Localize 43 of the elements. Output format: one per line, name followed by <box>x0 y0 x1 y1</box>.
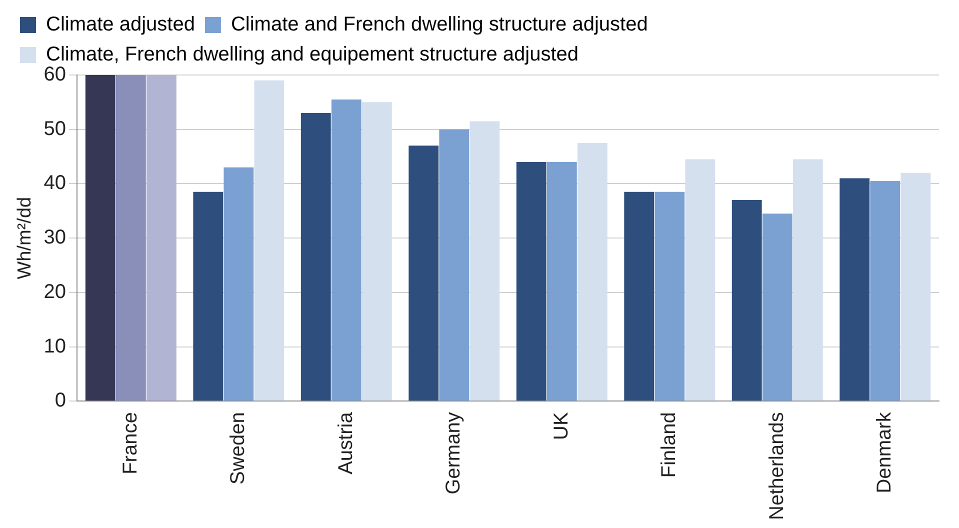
y-tick-label: 30 <box>44 226 66 249</box>
bar <box>732 200 762 401</box>
x-tick-label: Germany <box>442 412 465 494</box>
bar <box>85 75 116 401</box>
bar <box>654 192 685 401</box>
x-tick-label: Denmark <box>874 411 896 494</box>
bar <box>577 142 608 401</box>
bar <box>516 162 546 401</box>
x-tick-label: Netherlands <box>766 412 788 520</box>
bar <box>870 181 900 401</box>
bar <box>362 102 392 401</box>
bar <box>546 162 577 401</box>
legend-label: Climate adjusted <box>46 14 195 36</box>
x-tick-label: UK <box>550 412 572 440</box>
x-tick-label: Sweden <box>227 412 250 484</box>
bar <box>470 121 500 401</box>
bar <box>624 192 654 401</box>
y-tick-label: 60 <box>44 64 66 86</box>
bar <box>439 129 470 401</box>
bar <box>331 99 362 401</box>
bar <box>146 75 176 401</box>
y-tick-label: 20 <box>44 280 66 303</box>
y-tick-label: 0 <box>54 390 66 412</box>
bar <box>408 146 439 401</box>
y-tick-label: 40 <box>44 172 66 194</box>
x-tick-label: Finland <box>658 412 680 478</box>
x-tick-label: France <box>119 412 142 474</box>
legend-label: Climate and French dwelling structure adjusted <box>230 14 648 36</box>
y-tick-label: 10 <box>44 335 66 358</box>
bar <box>840 178 870 401</box>
legend-label: Climate, French dwelling and equipement structure adjusted <box>46 44 579 66</box>
bar <box>792 159 823 401</box>
bar <box>762 214 792 401</box>
bar <box>193 192 224 401</box>
bar <box>254 80 284 401</box>
bar <box>900 172 931 401</box>
bar <box>685 159 716 401</box>
y-axis-title: Wh/m²/dd <box>14 196 36 280</box>
bar <box>300 113 331 401</box>
bar <box>224 167 254 401</box>
x-tick-label: Austria <box>334 411 357 474</box>
bar <box>116 75 146 401</box>
y-tick-label: 50 <box>44 118 66 140</box>
